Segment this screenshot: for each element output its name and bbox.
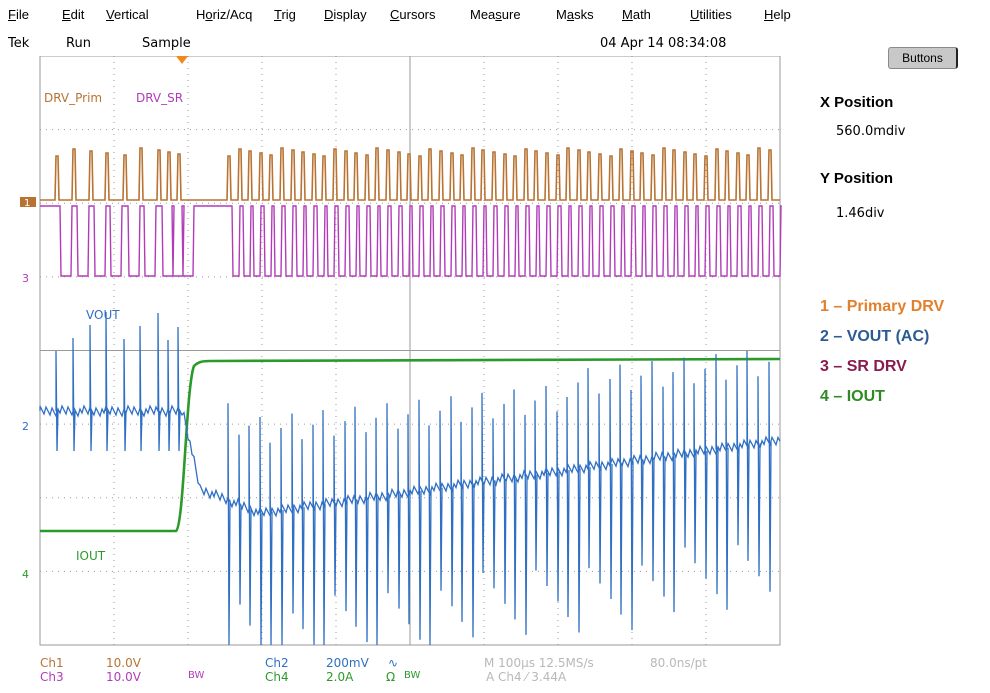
menu-accelerator-key: a [566, 7, 575, 22]
menu-accelerator-key: s [495, 7, 502, 22]
ch2-scale[interactable]: 200mV [326, 656, 369, 670]
ch1-scale[interactable]: 10.0V [106, 656, 141, 670]
menu-item-vertical[interactable]: Vertical [106, 7, 149, 22]
timebase-readout[interactable]: M 100µs 12.5MS/s [484, 656, 594, 670]
label-drv-prim: DRV_Prim [44, 91, 102, 105]
menu-item-masks[interactable]: Masks [556, 7, 594, 22]
run-state[interactable]: Run [66, 36, 91, 51]
menu-accelerator-key: V [106, 7, 114, 22]
menu-item-display[interactable]: Display [324, 7, 367, 22]
menu-item-math[interactable]: Math [622, 7, 651, 22]
ch4-name[interactable]: Ch4 [265, 670, 289, 684]
menu-text: M [556, 7, 567, 22]
ch3-marker[interactable]: 3 [22, 272, 29, 285]
legend-entry-ch2: 2 – VOUT (AC) [820, 328, 930, 345]
trace-ch2-vout [39, 311, 781, 646]
label-vout: VOUT [86, 308, 120, 322]
y-position-label: Y Position [820, 170, 894, 187]
ch2-name[interactable]: Ch2 [265, 656, 289, 670]
ch1-marker[interactable]: 1 [20, 197, 36, 209]
menu-item-cursors[interactable]: Cursors [390, 7, 436, 22]
menu-item-trig[interactable]: Trig [274, 7, 296, 22]
menu-text: dit [70, 7, 85, 22]
menu-bar: File Edit Vertical Horiz/Acq Trig Display Curs… [0, 0, 990, 30]
ch2-marker[interactable]: 2 [22, 420, 29, 433]
ch4-coupling: Ω [386, 670, 396, 684]
menu-item-horiz-acq[interactable]: Horiz/Acq [196, 7, 252, 22]
trigger-position-marker[interactable] [176, 56, 188, 64]
menu-item-edit[interactable]: Edit [62, 7, 84, 22]
brand-label: Tek [8, 36, 30, 51]
menu-text: isplay [333, 7, 367, 22]
x-position-value[interactable]: 560.0mdiv [836, 124, 906, 139]
menu-accelerator-key: M [622, 7, 633, 22]
status-bar: Tek Run Sample 04 Apr 14 08:34:08 [0, 34, 780, 54]
buttons-toggle-button[interactable]: Buttons [888, 47, 958, 69]
menu-item-measure[interactable]: Measure [470, 7, 521, 22]
ch3-name[interactable]: Ch3 [40, 670, 64, 684]
ch4-marker[interactable]: 4 [22, 568, 29, 581]
menu-text: tilities [699, 7, 732, 22]
trace-ch3-sr-drv [40, 205, 782, 277]
menu-text: ile [15, 7, 29, 22]
menu-text: ertical [113, 7, 149, 22]
menu-accelerator-key: F [8, 7, 16, 22]
channel-readouts: Ch1 10.0V Ch3 10.0V BW Ch2 200mV ∿ Ch4 2… [0, 654, 800, 693]
ch4-scale[interactable]: 2.0A [326, 670, 354, 684]
menu-text: ursors [399, 7, 436, 22]
acquisition-mode[interactable]: Sample [142, 36, 191, 51]
menu-accelerator-key: U [690, 7, 700, 22]
ch2-coupling: ∿ [388, 656, 399, 670]
menu-accelerator-key: C [390, 7, 400, 22]
y-position-value[interactable]: 1.46div [836, 206, 885, 221]
legend-entry-ch3: 3 – SR DRV [820, 358, 907, 375]
ch1-marker-label: 1 [24, 198, 30, 209]
x-position-label: X Position [820, 94, 894, 111]
ch4-bandwidth-limit: BW [404, 670, 421, 681]
waveform-display[interactable]: DRV_Prim DRV_SR VOUT IOUT 1 3 2 4 [0, 56, 800, 653]
menu-text: rig [281, 7, 296, 22]
trace-ch4-iout [40, 357, 781, 533]
label-drv-sr: DRV_SR [136, 91, 183, 105]
menu-accelerator-key: H [764, 7, 774, 22]
menu-accelerator-key: D [324, 7, 334, 22]
menu-text: ure [501, 7, 521, 22]
ch1-name[interactable]: Ch1 [40, 656, 64, 670]
menu-item-utilities[interactable]: Utilities [690, 7, 732, 22]
menu-text: elp [773, 7, 791, 22]
timestamp: 04 Apr 14 08:34:08 [600, 36, 727, 51]
resolution-readout: 80.0ns/pt [650, 656, 707, 670]
ch3-scale[interactable]: 10.0V [106, 670, 141, 684]
ch3-bandwidth-limit: BW [188, 670, 205, 681]
legend-entry-ch4: 4 – IOUT [820, 388, 885, 405]
menu-text: Mea [470, 7, 496, 22]
label-iout: IOUT [76, 549, 106, 563]
trigger-readout[interactable]: A Ch4 ⁄ 3.44A [486, 670, 567, 684]
menu-text: sks [574, 7, 594, 22]
legend-entry-ch1: 1 – Primary DRV [820, 298, 945, 315]
menu-item-file[interactable]: File [8, 7, 29, 22]
menu-item-help[interactable]: Help [764, 7, 791, 22]
menu-text: riz/Acq [212, 7, 253, 22]
menu-accelerator-key: o [205, 7, 213, 22]
menu-text: ath [632, 7, 651, 22]
trace-ch1-primary-drv [40, 147, 780, 201]
menu-accelerator-key: T [274, 7, 282, 22]
menu-text: H [196, 7, 206, 22]
menu-accelerator-key: E [62, 7, 71, 22]
